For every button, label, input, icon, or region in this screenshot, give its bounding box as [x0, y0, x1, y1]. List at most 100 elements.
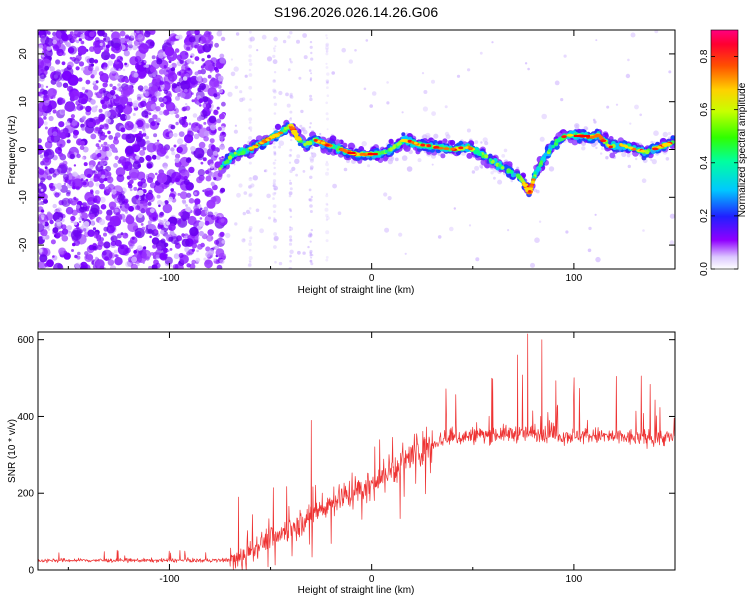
heatmap-noise-blob [78, 213, 82, 217]
heatmap-streak-dot [309, 233, 313, 236]
heatmap-ridge-blob [487, 153, 493, 159]
heatmap-noise-blob [63, 182, 67, 186]
heatmap-noise-blob [163, 65, 167, 69]
heatmap-noise-blob [144, 30, 151, 38]
heatmap-faint-dot [286, 103, 291, 108]
heatmap-streak-dot [248, 121, 252, 124]
heatmap-noise-blob [78, 217, 82, 221]
heatmap-noise-blob [156, 155, 161, 160]
heatmap-noise-blob [181, 238, 190, 247]
heatmap-ridge-blob [239, 151, 244, 156]
heatmap-noise-blob [190, 146, 196, 152]
heatmap-ridge-blob [520, 177, 524, 181]
heatmap-noise-blob [174, 157, 180, 163]
heatmap-streak-dot [249, 212, 252, 215]
heatmap-noise-blob [66, 190, 71, 195]
colorbar-label: Normalized spectral amplitude [737, 82, 748, 217]
heatmap-noise-blob [89, 177, 94, 182]
heatmap-noise-blob [118, 94, 129, 105]
heatmap-noise-blob [43, 121, 48, 126]
heatmap-noise-blob [205, 170, 210, 175]
heatmap-noise-blob [44, 227, 48, 230]
heatmap-faint-dot [311, 152, 317, 158]
heatmap-streak-dot [325, 194, 329, 198]
heatmap-streak-dot [325, 192, 329, 195]
spectrogram-ytick-label: 10 [18, 96, 29, 108]
heatmap-noise-blob [54, 146, 63, 155]
heatmap-faint-dot [337, 211, 342, 215]
heatmap-noise-blob [129, 171, 139, 181]
heatmap-noise-blob [137, 138, 146, 148]
heatmap-ridge-blob [645, 150, 650, 155]
colorbar: 0.0 0.2 0.4 0.6 0.8 Normalized spectral ampl… [699, 29, 748, 276]
heatmap-noise-blob [73, 196, 77, 200]
heatmap-hot-core [450, 147, 455, 151]
heatmap-noise-blob [38, 116, 44, 127]
heatmap-ridge-blob [547, 149, 551, 153]
heatmap-faint-dot [230, 58, 233, 61]
heatmap-streak-dot [325, 37, 329, 40]
heatmap-noise-blob [38, 30, 44, 36]
spectrogram-ytick-label: -20 [18, 237, 29, 252]
heatmap-streak-dot [273, 49, 276, 53]
heatmap-noise-blob [114, 208, 119, 213]
heatmap-noise-blob [56, 139, 66, 148]
heatmap-noise-blob [72, 33, 78, 39]
heatmap-noise-blob [183, 88, 188, 93]
heatmap-streak-dot [248, 73, 253, 77]
heatmap-faint-dot [233, 163, 236, 166]
heatmap-noise-blob [113, 136, 118, 141]
heatmap-noise-blob [195, 123, 199, 127]
heatmap-noise-blob [58, 97, 66, 105]
heatmap-noise-blob [95, 143, 100, 148]
heatmap-noise-blob [176, 71, 182, 76]
heatmap-noise-blob [152, 114, 158, 120]
heatmap-faint-dot [273, 218, 277, 223]
heatmap-noise-blob [132, 113, 136, 116]
heatmap-streak-dot [272, 183, 277, 187]
heatmap-noise-blob [115, 45, 120, 51]
heatmap-ridge-blob [540, 156, 545, 162]
heatmap-noise-blob [116, 233, 122, 239]
heatmap-noise-blob [177, 138, 184, 145]
heatmap-streak-dot [249, 260, 252, 264]
heatmap-noise-blob [207, 99, 213, 105]
heatmap-faint-dot [654, 30, 659, 34]
heatmap-noise-blob [196, 116, 202, 122]
heatmap-noise-blob [148, 189, 153, 195]
heatmap-streak-dot [289, 259, 292, 263]
heatmap-streak-dot [248, 126, 253, 131]
heatmap-hot-core [433, 145, 440, 149]
heatmap-noise-blob [132, 124, 138, 129]
heatmap-streak-dot [289, 179, 292, 182]
heatmap-noise-blob [108, 135, 114, 140]
heatmap-noise-blob [97, 30, 105, 37]
heatmap-noise-blob [92, 245, 97, 250]
heatmap-noise-blob [164, 46, 175, 57]
heatmap-noise-blob [217, 75, 224, 82]
heatmap-streak-dot [289, 226, 292, 229]
heatmap-faint-dot [444, 105, 448, 109]
heatmap-noise-blob [200, 110, 208, 118]
heatmap-noise-blob [207, 54, 211, 59]
heatmap-noise-blob [171, 62, 177, 69]
heatmap-noise-blob [61, 224, 67, 230]
heatmap-streak-dot [273, 152, 277, 156]
heatmap-noise-blob [191, 99, 195, 103]
heatmap-faint-dot [266, 193, 271, 199]
heatmap-noise-blob [131, 256, 138, 263]
heatmap-streak-dot [310, 228, 313, 232]
heatmap-hot-core [566, 134, 574, 137]
heatmap-noise-blob [209, 163, 215, 169]
heatmap-noise-blob [96, 200, 100, 205]
heatmap-faint-dot [493, 176, 496, 180]
spectrogram-ylabel: Frequency (Hz) [7, 116, 18, 185]
heatmap-noise-blob [149, 41, 155, 47]
heatmap-faint-dot [587, 248, 592, 253]
heatmap-noise-blob [57, 164, 68, 175]
heatmap-noise-blob [154, 262, 161, 269]
heatmap-hot-core [530, 180, 536, 184]
heatmap-streak-dot [288, 229, 292, 232]
heatmap-ridge-blob [516, 174, 521, 179]
heatmap-faint-dot [501, 154, 506, 158]
